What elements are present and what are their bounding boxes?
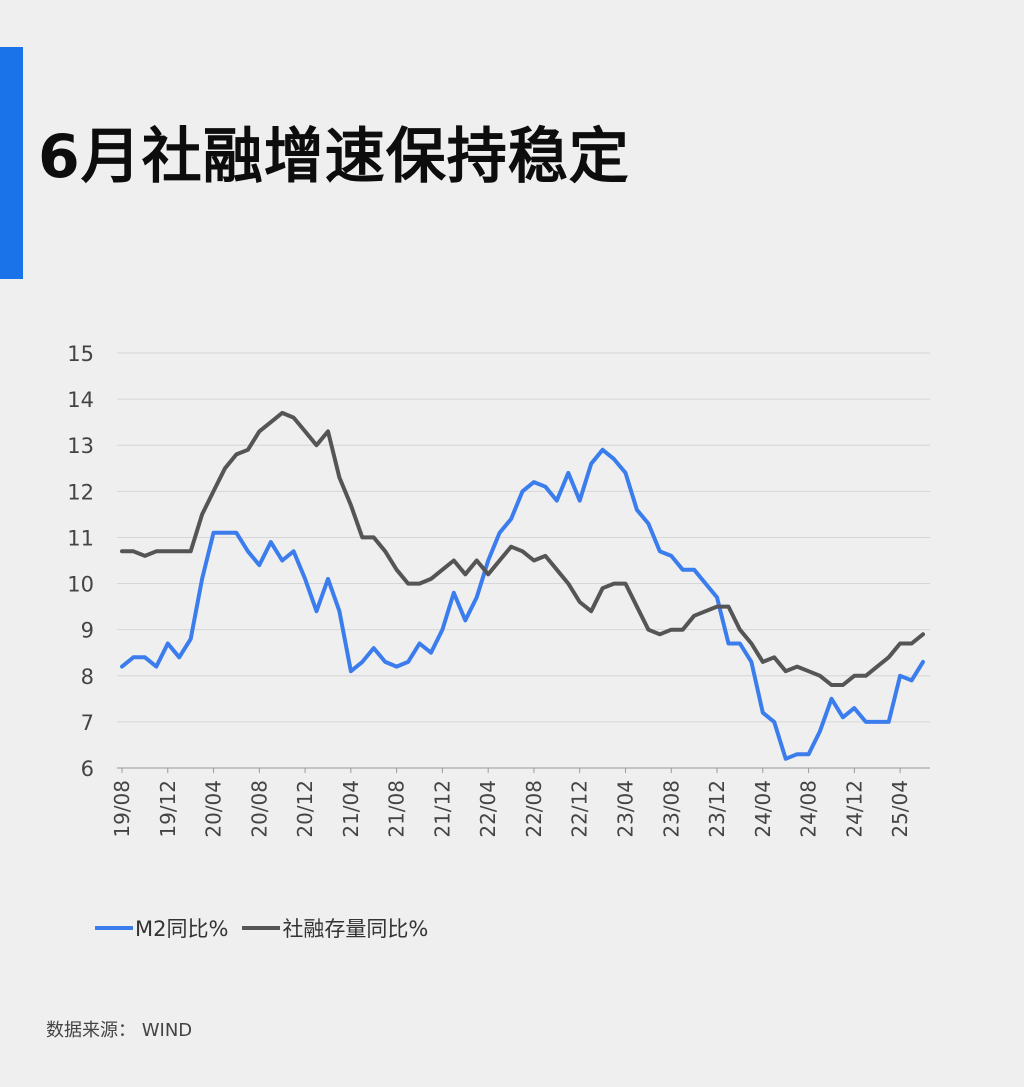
legend-label-m2: M2同比% [135, 917, 229, 941]
x-tick-label: 21/08 [385, 780, 409, 838]
page-title: 6月社融增速保持稳定 [38, 122, 630, 192]
chart-legend: M2同比% 社融存量同比% [95, 913, 442, 943]
legend-swatch-tsf [242, 926, 281, 930]
y-tick-label: 9 [81, 619, 94, 643]
y-tick-label: 10 [67, 573, 94, 597]
y-tick-label: 8 [81, 665, 94, 689]
x-tick-label: 20/04 [202, 780, 226, 838]
x-tick-label: 19/12 [156, 780, 180, 838]
y-tick-label: 13 [67, 434, 94, 458]
legend-item-m2[interactable]: M2同比% [95, 913, 228, 943]
x-tick-label: 23/08 [659, 780, 683, 838]
x-tick-label: 25/04 [888, 780, 912, 838]
x-tick-label: 22/04 [476, 780, 500, 838]
x-tick-label: 23/12 [705, 780, 729, 838]
x-tick-label: 24/12 [842, 780, 866, 838]
series-line-tsf [120, 410, 925, 687]
x-tick-label: 19/08 [110, 780, 134, 838]
title-accent-bar [0, 47, 23, 279]
data-source-note: 数据来源： WIND [46, 1020, 193, 1041]
x-tick-label: 22/12 [568, 780, 592, 838]
x-tick-label: 20/12 [293, 780, 317, 838]
y-tick-label: 6 [81, 757, 94, 781]
series-line-m2 [120, 447, 925, 761]
y-tick-label: 11 [67, 526, 94, 550]
x-tick-label: 20/08 [247, 780, 271, 838]
y-tick-label: 14 [67, 388, 94, 412]
y-tick-label: 7 [81, 711, 94, 735]
x-tick-label: 21/12 [430, 780, 454, 838]
legend-swatch-m2 [95, 926, 133, 930]
x-tick-label: 23/04 [613, 780, 637, 838]
x-tick-label: 21/04 [339, 780, 363, 838]
legend-label-tsf: 社融存量同比% [282, 917, 429, 941]
x-tick-label: 24/08 [797, 780, 821, 838]
y-tick-label: 12 [67, 480, 94, 504]
x-tick-label: 24/04 [751, 780, 775, 838]
x-tick-label: 22/08 [522, 780, 546, 838]
legend-item-tsf[interactable]: 社融存量同比% [242, 913, 428, 943]
y-tick-label: 15 [67, 342, 94, 366]
